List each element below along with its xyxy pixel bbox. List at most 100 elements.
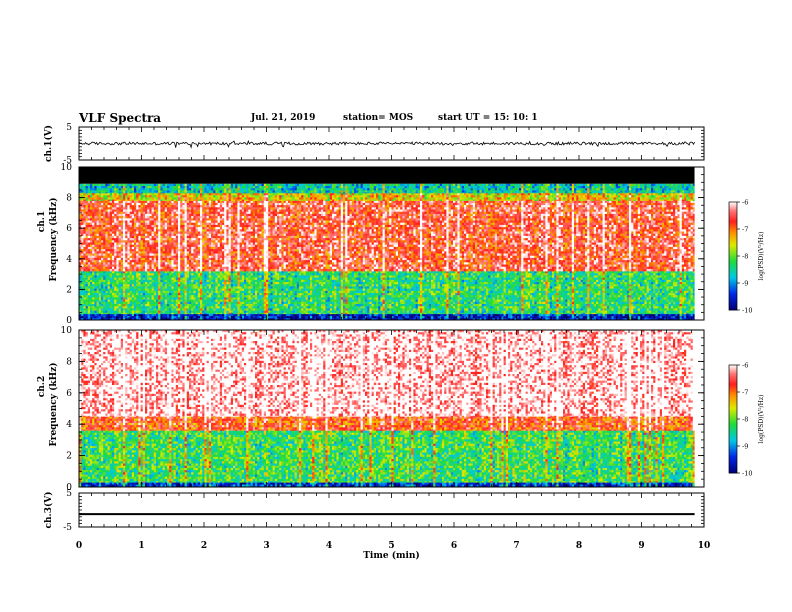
spectrogram-cell (116, 211, 119, 215)
spectrogram-cell (237, 246, 240, 250)
spectrogram-cell (96, 195, 100, 198)
spectrogram-cell (228, 186, 232, 189)
spectrogram-cell (156, 277, 159, 281)
spectrogram-cell (241, 224, 245, 228)
spectrogram-cell (237, 211, 240, 215)
spectrogram-cell (103, 297, 106, 300)
spectrogram-cell (81, 197, 84, 200)
spectrogram-cell (160, 282, 163, 285)
spectrogram-cell (219, 192, 223, 194)
spectrogram-cell (171, 195, 174, 198)
spectrogram-cell (208, 246, 212, 250)
spectrogram-cell (206, 253, 210, 256)
spectrogram-cell (178, 235, 181, 239)
spectrogram-cell (116, 190, 119, 193)
spectrogram-cell (215, 242, 218, 245)
spectrogram-cell (175, 192, 179, 194)
spectrogram-cell (244, 220, 247, 223)
spectrogram-cell (142, 227, 146, 230)
spectrogram-cell (94, 216, 97, 219)
spectrogram-cell (184, 240, 188, 243)
spectrogram-cell (79, 271, 82, 274)
spectrogram-cell (149, 186, 152, 189)
spectrogram-cell (90, 260, 93, 263)
spectrogram-cell (202, 312, 205, 315)
spectrogram-cell (195, 275, 199, 278)
spectrogram-cell (138, 186, 141, 189)
spectrogram-cell (202, 235, 205, 239)
spectrogram-cell (103, 235, 106, 239)
spectrogram-cell (129, 275, 133, 278)
spectrogram-cell (215, 277, 218, 281)
spectrogram-cell (182, 277, 185, 281)
spectrogram-cell (131, 264, 135, 267)
spectrogram-cell (131, 295, 135, 298)
spectrogram-cell (83, 238, 86, 241)
spectrogram-cell (180, 286, 183, 289)
spectrogram-cell (120, 197, 124, 200)
spectrogram-cell (235, 282, 238, 285)
spectrogram-cell (184, 242, 188, 245)
spectrogram-cell (195, 238, 199, 241)
spectrogram-cell (96, 310, 100, 314)
spectrogram-cell (112, 218, 115, 221)
spectrogram-cell (230, 277, 234, 281)
spectrogram-cell (189, 266, 192, 270)
spectrogram-cell (96, 290, 100, 294)
spectrogram-cell (114, 257, 117, 261)
spectrogram-cell (233, 279, 236, 283)
spectrogram-cell (217, 202, 221, 206)
spectrogram-cell (134, 282, 137, 285)
spectrogram-cell (107, 186, 111, 189)
spectrogram-cell (142, 216, 146, 219)
spectrogram-cell (208, 297, 212, 300)
spectrogram-cell (169, 299, 172, 303)
spectrogram-cell (195, 308, 199, 311)
spectrogram-cell (202, 284, 205, 287)
spectrogram-cell (167, 308, 170, 311)
spectrogram-cell (233, 186, 236, 189)
spectrogram-cell (239, 188, 243, 191)
spectrogram-cell (109, 218, 113, 221)
spectrogram-cell (180, 310, 183, 314)
spectrogram-cell (171, 253, 174, 256)
spectrogram-cell (239, 227, 243, 230)
spectrogram-cell (182, 286, 185, 289)
spectrogram-cell (96, 260, 100, 263)
spectrogram-cell (96, 235, 100, 239)
spectrogram-cell (241, 275, 245, 278)
spectrogram-cell (79, 233, 82, 237)
spectrogram-cell (237, 220, 240, 223)
spectrogram-cell (228, 275, 232, 278)
spectrogram-cell (217, 308, 221, 311)
spectrogram-cell (85, 286, 89, 289)
spectrogram-cell (224, 282, 227, 285)
spectrogram-cell (226, 205, 229, 208)
spectrogram-cell (180, 197, 183, 200)
spectrogram-cell (153, 310, 157, 314)
spectrogram-cell (129, 190, 133, 193)
spectrogram-cell (142, 238, 146, 241)
spectrogram-cell (178, 249, 181, 252)
spectrogram-cell (134, 318, 137, 321)
spectrogram-cell (239, 318, 243, 321)
spectrogram-cell (125, 244, 128, 248)
spectrogram-cell (149, 199, 152, 201)
spectrogram-cell (79, 213, 82, 217)
spectrogram-cell (180, 211, 183, 215)
spectrogram-cell (160, 229, 163, 232)
spectrogram-cell (191, 205, 194, 208)
spectrogram-cell (237, 224, 240, 228)
spectrogram-cell (193, 213, 196, 217)
spectrogram-cell (134, 197, 137, 200)
spectrogram-cell (149, 192, 152, 194)
spectrogram-cell (147, 197, 150, 200)
spectrogram-cell (219, 312, 223, 315)
spectrogram-cell (114, 286, 117, 289)
spectrogram-cell (173, 277, 177, 281)
spectrogram-cell (193, 222, 196, 226)
spectrogram-cell (235, 205, 238, 208)
spectrogram-cell (167, 202, 170, 206)
spectrogram-cell (114, 255, 117, 259)
spectrogram-cell (94, 271, 97, 274)
